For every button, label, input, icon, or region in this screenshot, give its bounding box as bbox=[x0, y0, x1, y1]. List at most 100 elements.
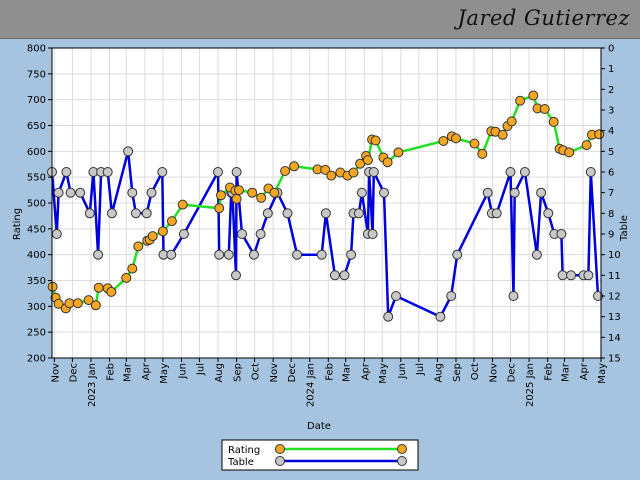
data-point-rating bbox=[326, 170, 337, 181]
title-bar: Jared Gutierrez bbox=[0, 0, 640, 39]
y2-axis-title: Table bbox=[619, 215, 630, 242]
x-axis-title: Date bbox=[307, 421, 331, 432]
data-point-table bbox=[566, 270, 576, 281]
data-point-table bbox=[102, 167, 113, 177]
data-point-table bbox=[339, 270, 350, 281]
x-tick-label: Feb bbox=[544, 363, 555, 381]
x-tick-label: 2023 Jan bbox=[87, 363, 98, 407]
data-point-table bbox=[214, 249, 225, 260]
legend-marker-rating bbox=[275, 444, 285, 454]
data-point-table bbox=[237, 229, 247, 239]
data-point-rating bbox=[393, 147, 404, 158]
y2-tick-label: 1 bbox=[608, 64, 614, 75]
data-point-rating bbox=[121, 272, 132, 283]
y2-tick-label: 8 bbox=[608, 209, 614, 220]
data-point-table bbox=[505, 167, 516, 177]
data-point-table bbox=[141, 208, 152, 219]
y-tick-label: 750 bbox=[27, 69, 46, 80]
x-tick-label: 2025 Jan bbox=[525, 363, 536, 407]
data-point-rating bbox=[469, 138, 480, 149]
data-point-table bbox=[93, 249, 104, 260]
data-point-rating bbox=[106, 286, 117, 297]
data-point-table bbox=[383, 311, 394, 322]
data-point-rating bbox=[438, 136, 449, 146]
data-point-rating bbox=[127, 263, 138, 274]
x-tick-label: May bbox=[597, 363, 608, 384]
data-point-rating bbox=[133, 241, 144, 252]
y-tick-label: 800 bbox=[27, 44, 46, 55]
data-point-table bbox=[556, 229, 567, 239]
data-point-table bbox=[391, 291, 401, 301]
data-point-table bbox=[482, 187, 493, 198]
data-point-table bbox=[75, 187, 86, 198]
legend-marker-table bbox=[275, 456, 285, 466]
x-tick-label: Sep bbox=[233, 363, 244, 382]
y2-tick-label: 10 bbox=[608, 250, 621, 261]
y-tick-label: 400 bbox=[27, 250, 46, 261]
data-point-rating bbox=[214, 203, 225, 214]
y2-tick-label: 11 bbox=[608, 271, 621, 282]
y2-tick-label: 5 bbox=[608, 147, 614, 158]
y-tick-label: 200 bbox=[27, 354, 46, 365]
y-axis-title: Rating bbox=[12, 208, 23, 240]
data-point-rating bbox=[497, 129, 508, 140]
data-point-rating bbox=[320, 164, 331, 175]
x-tick-label: Mar bbox=[560, 362, 571, 382]
data-point-table bbox=[262, 208, 273, 219]
y2-tick-label: 14 bbox=[608, 333, 621, 344]
data-point-table bbox=[585, 167, 596, 177]
data-point-rating bbox=[581, 140, 592, 151]
data-point-rating bbox=[348, 167, 359, 178]
x-tick-label: Nov bbox=[269, 363, 280, 383]
data-point-table bbox=[329, 270, 340, 281]
x-tick-label: Aug bbox=[214, 363, 225, 383]
data-point-table bbox=[367, 229, 378, 239]
data-point-table bbox=[223, 249, 234, 260]
data-point-table bbox=[292, 249, 303, 260]
data-point-rating bbox=[177, 199, 188, 210]
x-tick-label: Apr bbox=[579, 362, 590, 380]
data-point-table bbox=[282, 208, 293, 219]
y2-tick-label: 9 bbox=[608, 230, 614, 241]
y-tick-label: 350 bbox=[27, 276, 46, 287]
data-point-table bbox=[346, 249, 357, 260]
y2-tick-label: 13 bbox=[608, 312, 621, 323]
data-point-table bbox=[123, 146, 134, 157]
x-tick-label: Apr bbox=[360, 362, 371, 380]
x-tick-label: Feb bbox=[324, 363, 335, 381]
data-point-table bbox=[452, 249, 463, 260]
data-point-rating bbox=[477, 148, 488, 159]
data-point-rating bbox=[515, 95, 526, 106]
x-tick-label: Sep bbox=[452, 363, 463, 382]
y-tick-label: 500 bbox=[27, 199, 46, 210]
data-point-table bbox=[320, 208, 331, 219]
data-point-rating bbox=[47, 281, 58, 292]
x-tick-label: May bbox=[159, 363, 170, 384]
data-point-table bbox=[157, 167, 168, 177]
x-tick-label: Oct bbox=[251, 363, 262, 380]
data-point-table bbox=[255, 229, 266, 239]
legend-marker-rating bbox=[397, 444, 407, 454]
x-tick-label: Oct bbox=[470, 363, 481, 380]
data-point-rating bbox=[256, 192, 267, 203]
data-point-rating bbox=[370, 135, 381, 146]
data-point-rating bbox=[93, 282, 104, 293]
y2-tick-label: 15 bbox=[608, 354, 621, 365]
data-point-table bbox=[51, 229, 62, 239]
data-point-table bbox=[166, 249, 177, 260]
series-layer bbox=[47, 90, 605, 322]
data-point-table bbox=[84, 208, 95, 219]
player-name: Jared Gutierrez bbox=[457, 6, 630, 30]
data-point-rating bbox=[216, 190, 226, 201]
x-tick-label: Dec bbox=[506, 363, 517, 382]
data-point-table bbox=[213, 167, 223, 177]
data-point-rating bbox=[382, 157, 393, 168]
data-point-table bbox=[531, 249, 542, 260]
x-tick-label: Apr bbox=[141, 362, 152, 380]
x-tick-label: Feb bbox=[106, 363, 117, 381]
data-point-rating bbox=[157, 226, 168, 237]
data-point-rating bbox=[506, 116, 517, 127]
data-point-rating bbox=[166, 216, 177, 227]
